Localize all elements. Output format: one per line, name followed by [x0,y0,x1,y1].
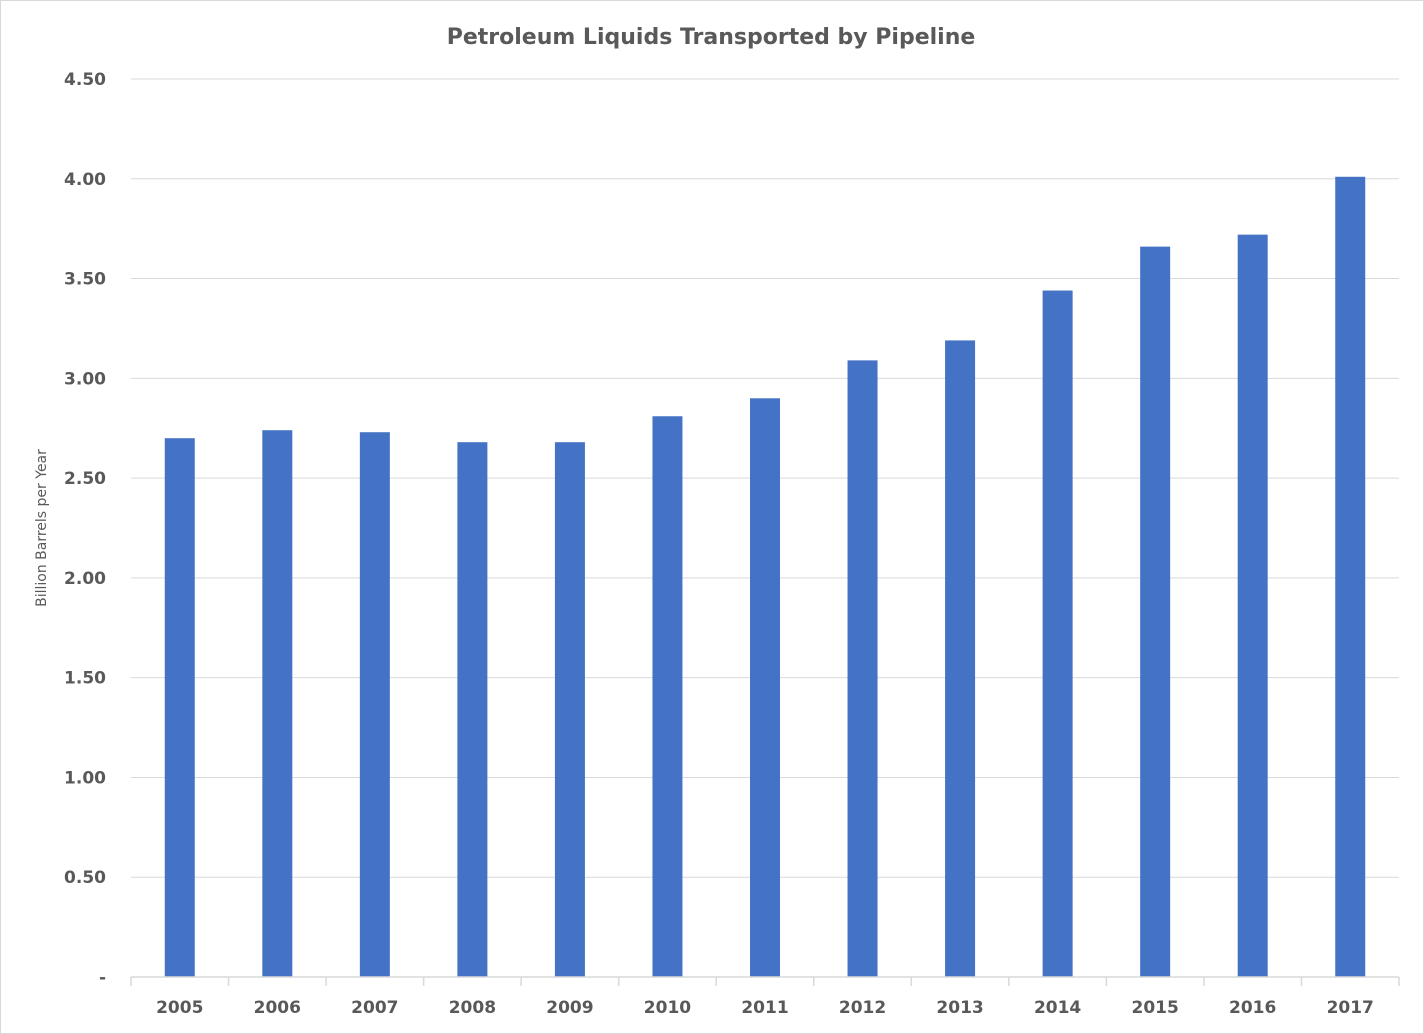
bar-2007 [359,432,390,977]
x-tick-label: 2005 [156,998,203,1018]
bar-2015 [1140,246,1171,978]
gridlines [131,78,1399,878]
bars [164,176,1366,978]
x-axis [130,976,1400,986]
bar-2013 [945,340,976,977]
bar-2014 [1042,290,1073,977]
x-tick-label: 2007 [351,998,398,1018]
y-tick-label: 2.00 [64,569,106,589]
x-tick-label: 2013 [936,998,983,1018]
bar-2012 [847,360,878,978]
x-tick-label: 2015 [1131,998,1178,1018]
bar-2016 [1237,234,1268,978]
y-tick-label: 3.00 [64,369,106,389]
bar-2006 [262,430,293,977]
x-tick-label: 2009 [546,998,593,1018]
bar-2008 [457,442,488,977]
x-tick-label: 2011 [741,998,788,1018]
y-tick-label: 2.50 [64,469,106,489]
x-tick-label: 2008 [449,998,496,1018]
x-tick-label: 2014 [1034,998,1081,1018]
y-tick-label: 0.50 [64,868,106,888]
x-tick-label: 2012 [839,998,886,1018]
x-tick-label: 2010 [644,998,691,1018]
y-tick-label: 3.50 [64,270,106,290]
x-axis-ticks: 2005 2006 2007 2008 2009 2010 2011 2012 2013 2014… [156,998,1374,1018]
y-tick-label: - [99,968,106,988]
y-tick-label: 4.00 [64,170,106,190]
bar-2005 [164,438,195,977]
x-tick-label: 2017 [1327,998,1374,1018]
bar-2011 [750,398,780,977]
y-tick-label: 4.50 [64,70,106,90]
bar-2009 [554,442,585,977]
y-axis-label: Billion Barrels per Year [34,449,50,607]
bar-2010 [652,416,683,977]
y-tick-label: 1.50 [64,669,106,689]
y-axis-ticks: - 0.50 1.00 1.50 2.00 2.50 3.00 3.50 4.00 4.50 [64,70,106,988]
x-tick-label: 2006 [254,998,301,1018]
x-tick-label: 2016 [1229,998,1276,1018]
bar-2017 [1335,176,1366,977]
y-tick-label: 1.00 [64,768,106,788]
chart-title: Petroleum Liquids Transported by Pipelin… [447,25,976,50]
